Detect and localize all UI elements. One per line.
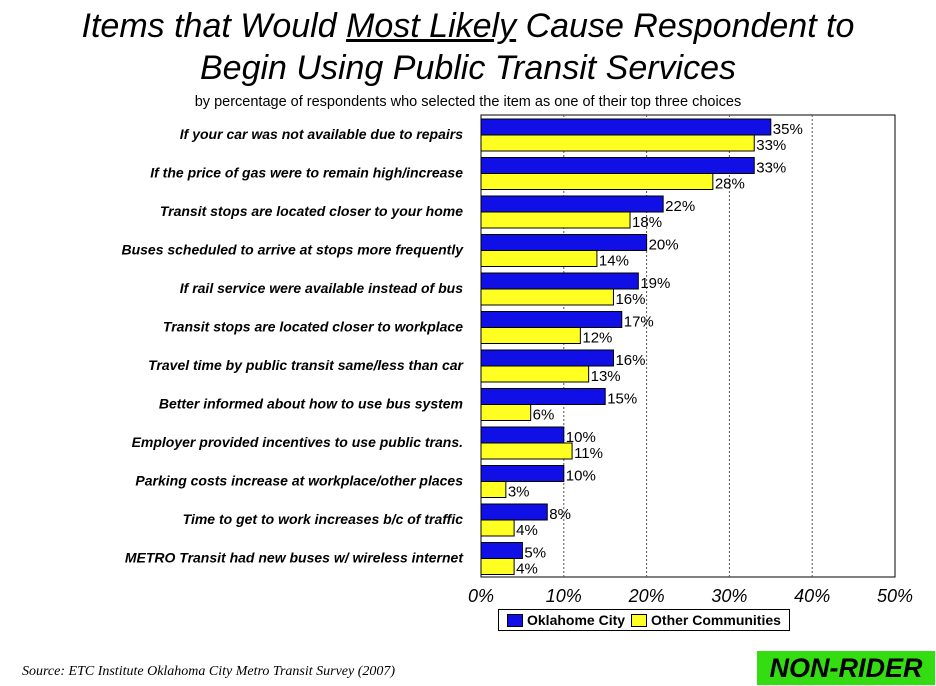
bar-other	[480, 211, 631, 229]
bar-other	[480, 365, 590, 383]
bar-oklahoma	[480, 503, 548, 521]
title-text-end: Cause Respondent to	[516, 7, 855, 45]
bar-chart: If your car was not available due to rep…	[121, 114, 913, 606]
bar-other	[480, 327, 581, 344]
title-text-underlined: Most Likely	[346, 7, 517, 45]
data-label-oklahoma: 10%	[566, 468, 596, 485]
data-label-oklahoma: 10%	[566, 429, 596, 446]
data-label-other: 28%	[715, 176, 745, 193]
chart-legend: Oklahome City Other Communities	[498, 609, 790, 631]
category-label: Transit stops are located closer to your…	[160, 203, 463, 219]
chart-title-line1: Items that Would Most Likely Cause Respo…	[0, 6, 936, 46]
data-label-other: 11%	[574, 445, 603, 462]
legend-item-oklahoma: Oklahome City	[507, 612, 625, 628]
plot-area	[480, 114, 896, 578]
data-label-other: 6%	[533, 407, 555, 424]
chart-title-line2: Begin Using Public Transit Services	[199, 49, 737, 87]
bar-oklahoma	[480, 272, 639, 290]
category-label: Time to get to work increases b/c of tra…	[183, 511, 464, 527]
data-label-oklahoma: 35%	[773, 121, 803, 138]
bar-oklahoma	[480, 157, 755, 174]
bar-oklahoma	[480, 465, 565, 482]
category-label: If rail service were available instead o…	[180, 280, 463, 296]
bar-other	[480, 519, 515, 537]
legend-label-oklahoma: Oklahome City	[527, 612, 626, 628]
category-label: Travel time by public transit same/less …	[148, 357, 464, 373]
category-label: Parking costs increase at workplace/othe…	[135, 473, 463, 489]
data-label-other: 3%	[508, 484, 530, 501]
bar-oklahoma	[480, 118, 772, 136]
bar-other	[480, 173, 714, 190]
data-label-other: 33%	[756, 137, 786, 154]
bar-other	[480, 481, 507, 498]
data-label-oklahoma: 8%	[549, 506, 571, 523]
data-label-oklahoma: 20%	[649, 237, 679, 254]
x-tick-label: 10%	[546, 586, 582, 606]
legend-label-other: Other Communities	[651, 612, 781, 628]
legend-swatch-other	[631, 613, 648, 627]
data-label-other: 4%	[516, 561, 538, 578]
bar-oklahoma	[480, 388, 606, 405]
x-tick-label: 0%	[468, 586, 494, 606]
bar-oklahoma	[480, 542, 523, 559]
legend-item-other: Other Communities	[631, 612, 781, 628]
bar-other	[480, 134, 755, 152]
x-tick-label: 20%	[628, 586, 665, 606]
data-label-oklahoma: 19%	[640, 275, 670, 292]
category-label: If the price of gas were to remain high/…	[150, 165, 463, 181]
category-label: Employer provided incentives to use publ…	[132, 434, 463, 450]
non-rider-badge: NON-RIDER	[757, 651, 935, 685]
legend-swatch-oklahoma	[507, 613, 523, 627]
bar-other	[480, 558, 515, 575]
data-label-oklahoma: 15%	[607, 391, 637, 408]
bar-other	[480, 250, 598, 267]
data-label-other: 12%	[582, 330, 612, 347]
bar-other	[480, 404, 532, 421]
category-label: Buses scheduled to arrive at stops more …	[121, 242, 464, 258]
data-label-oklahoma: 5%	[524, 545, 546, 562]
category-label: METRO Transit had new buses w/ wireless …	[125, 550, 464, 566]
data-label-oklahoma: 16%	[615, 352, 645, 369]
data-label-oklahoma: 22%	[665, 198, 695, 215]
category-label: Better informed about how to use bus sys…	[159, 396, 463, 412]
bar-other	[480, 442, 573, 460]
data-label-other: 16%	[615, 291, 645, 308]
x-tick-label: 50%	[877, 586, 913, 606]
category-label: If your car was not available due to rep…	[180, 126, 463, 142]
bar-oklahoma	[480, 234, 648, 251]
chart-subtitle: by percentage of respondents who selecte…	[194, 94, 742, 110]
bar-other	[480, 288, 614, 306]
source-note: Source: ETC Institute Oklahoma City Metr…	[22, 664, 396, 679]
data-label-other: 18%	[632, 214, 662, 231]
bar-oklahoma	[480, 426, 565, 444]
category-label: Transit stops are located closer to work…	[163, 319, 463, 335]
title-text-start: Items that Would	[81, 7, 347, 45]
bar-oklahoma	[480, 349, 614, 367]
data-label-other: 14%	[599, 253, 629, 270]
data-label-oklahoma: 17%	[624, 314, 654, 331]
data-label-oklahoma: 33%	[756, 160, 786, 177]
bar-oklahoma	[480, 195, 664, 213]
bar-oklahoma	[480, 311, 623, 328]
data-label-other: 13%	[591, 368, 621, 385]
x-tick-label: 40%	[794, 586, 830, 606]
data-label-other: 4%	[516, 522, 538, 539]
x-tick-label: 30%	[711, 586, 747, 606]
